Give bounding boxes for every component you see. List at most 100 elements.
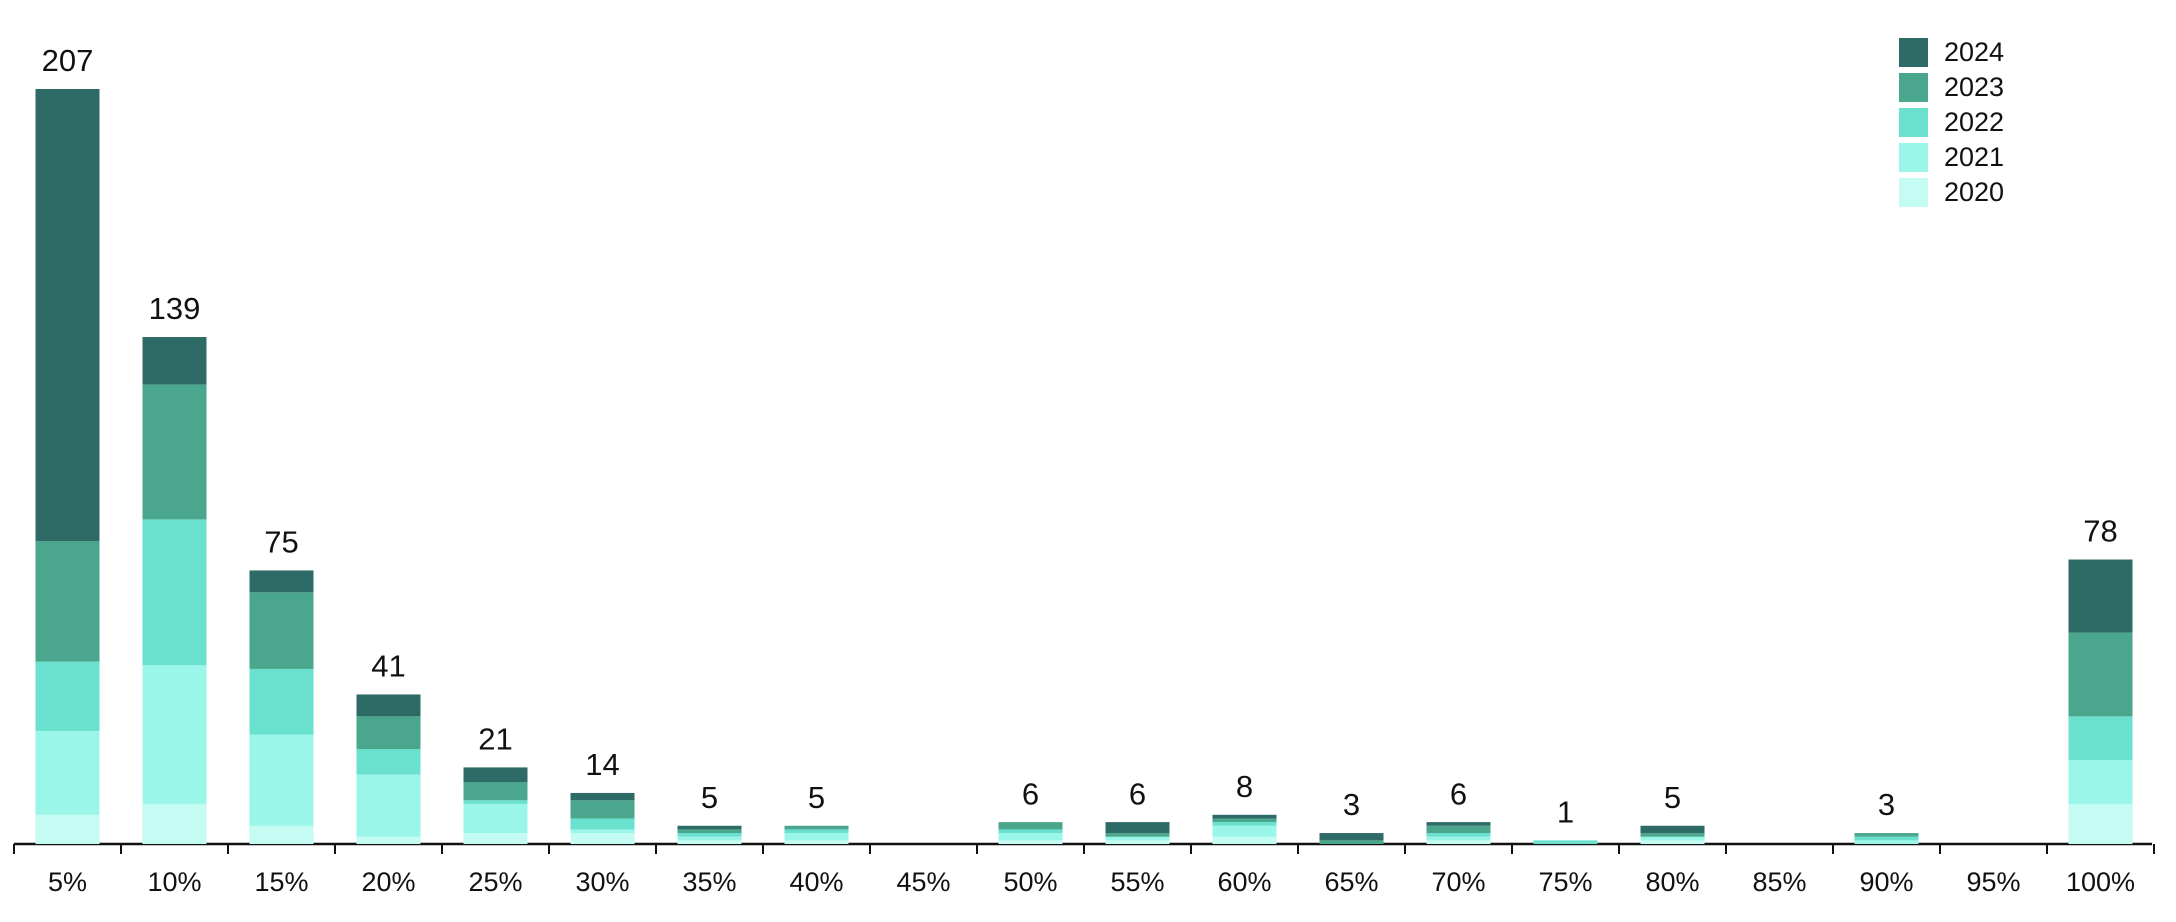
total-label: 139 — [149, 291, 201, 326]
bar-segment — [1426, 833, 1491, 837]
bar-segment — [142, 803, 207, 844]
total-label: 41 — [371, 649, 405, 684]
x-tick-label: 95% — [1966, 867, 2020, 897]
bar-segment — [998, 822, 1063, 830]
bar-segment — [784, 840, 849, 844]
x-tick-label: 65% — [1324, 867, 1378, 897]
bar-segment — [1212, 836, 1277, 844]
bar-segment — [1533, 840, 1598, 844]
bar-segment — [1640, 840, 1705, 844]
total-label: 1 — [1557, 795, 1574, 830]
x-tick-label: 20% — [361, 867, 415, 897]
x-tick-label: 100% — [2066, 867, 2135, 897]
bar-segment — [570, 829, 635, 834]
bar-segment — [998, 833, 1063, 841]
bar-segment — [677, 840, 742, 844]
x-tick-label: 40% — [789, 867, 843, 897]
bar-segment — [463, 833, 528, 844]
bar-segment — [35, 814, 100, 844]
bar-segment — [1212, 822, 1277, 826]
total-label: 6 — [1129, 776, 1146, 811]
bar-segment — [249, 825, 314, 844]
bar-segment — [998, 840, 1063, 844]
bar-segment — [1426, 825, 1491, 834]
bar-segment — [356, 836, 421, 844]
x-tick-label: 10% — [147, 867, 201, 897]
x-tick-label: 90% — [1859, 867, 1913, 897]
total-label: 5 — [1664, 780, 1681, 815]
bar-segment — [784, 829, 849, 834]
bar-segment — [35, 661, 100, 731]
bar-segment — [2068, 716, 2133, 761]
bar-segment — [2068, 803, 2133, 844]
x-tick-label: 15% — [254, 867, 308, 897]
bar-segment — [784, 833, 849, 841]
bar-segment — [1426, 840, 1491, 844]
bar-segment — [1212, 825, 1277, 837]
bar-segment — [677, 825, 742, 830]
bar-segment — [1319, 833, 1384, 841]
x-tick-label: 50% — [1003, 867, 1057, 897]
total-label: 8 — [1236, 769, 1253, 804]
legend-swatch — [1899, 73, 1928, 102]
total-label: 3 — [1343, 787, 1360, 822]
bar-segment — [1105, 840, 1170, 844]
legend-swatch — [1899, 178, 1928, 207]
bar-segment — [2068, 760, 2133, 804]
bar-segment — [463, 800, 528, 804]
bar-segment — [249, 734, 314, 826]
bar-segment — [463, 781, 528, 801]
bar-segment — [1854, 833, 1919, 837]
bar-segment — [2068, 632, 2133, 717]
total-label: 78 — [2083, 514, 2117, 549]
bar-segment — [356, 716, 421, 750]
bar-segment — [570, 818, 635, 830]
bar-segment — [1212, 818, 1277, 823]
bar-segment — [1640, 833, 1705, 837]
total-label: 75 — [264, 525, 298, 560]
total-label: 21 — [478, 722, 512, 757]
x-tick-label: 55% — [1110, 867, 1164, 897]
bar-segment — [356, 749, 421, 775]
bar-segment — [2068, 559, 2133, 633]
bar-segment — [677, 836, 742, 841]
x-tick-label: 60% — [1217, 867, 1271, 897]
bar-segment — [1105, 822, 1170, 834]
bar-segment — [1426, 822, 1491, 826]
total-label: 3 — [1878, 787, 1895, 822]
x-tick-label: 5% — [48, 867, 87, 897]
bar-segment — [998, 829, 1063, 834]
x-tick-label: 75% — [1538, 867, 1592, 897]
legend-swatch — [1899, 38, 1928, 67]
bar-segment — [570, 833, 635, 844]
x-tick-label: 35% — [682, 867, 736, 897]
bar-segment — [142, 519, 207, 666]
bar-segment — [677, 829, 742, 834]
bar-segment — [1319, 840, 1384, 844]
bar-segment — [35, 730, 100, 815]
bar-segment — [1105, 836, 1170, 841]
legend-label: 2020 — [1944, 177, 2004, 207]
bar-segment — [249, 668, 314, 735]
total-label: 207 — [42, 43, 94, 78]
bar-segment — [1854, 840, 1919, 844]
total-label: 14 — [585, 747, 619, 782]
total-label: 5 — [701, 780, 718, 815]
bar-segment — [249, 592, 314, 669]
bar-segment — [1105, 833, 1170, 837]
bar-segment — [1426, 836, 1491, 841]
x-tick-label: 25% — [468, 867, 522, 897]
bar-segment — [1854, 836, 1919, 841]
bar-segment — [1640, 825, 1705, 834]
legend-label: 2022 — [1944, 107, 2004, 137]
x-tick-label: 45% — [896, 867, 950, 897]
bar-segment — [463, 803, 528, 834]
total-label: 5 — [808, 780, 825, 815]
total-label: 6 — [1022, 776, 1039, 811]
bar-segment — [1640, 836, 1705, 841]
bar-segment — [35, 541, 100, 662]
x-tick-label: 85% — [1752, 867, 1806, 897]
x-tick-label: 70% — [1431, 867, 1485, 897]
x-tick-label: 30% — [575, 867, 629, 897]
